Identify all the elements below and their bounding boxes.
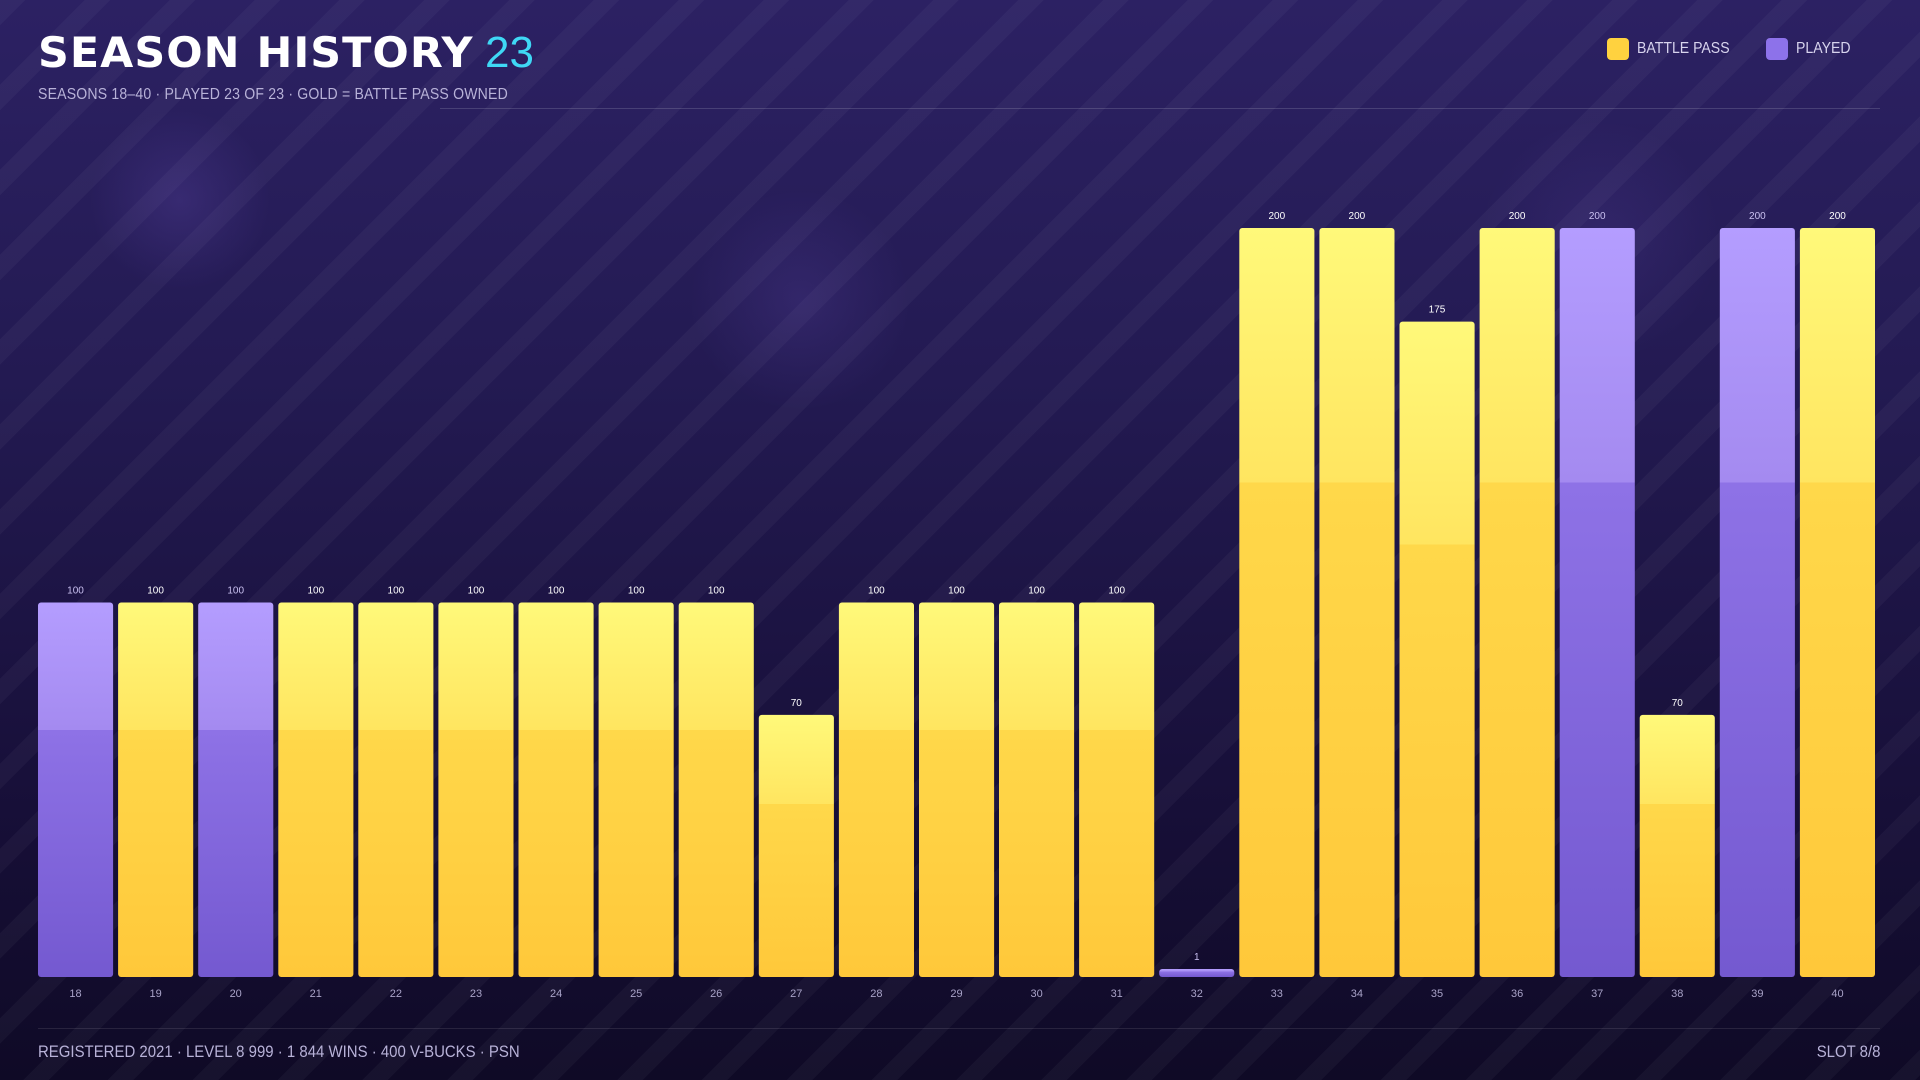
battle-pass-swatch [1606, 38, 1629, 60]
value-label-season-24: 100 [548, 586, 565, 597]
value-label-season-34: 200 [1349, 211, 1366, 222]
bar-season-40 [1799, 228, 1875, 977]
value-label-season-32: 1 [1194, 952, 1200, 963]
bar-season-33 [1239, 228, 1315, 977]
legend-label-battle-pass: BATTLE PASS [1636, 40, 1730, 57]
bar-season-25 [598, 602, 674, 977]
value-label-season-25: 100 [628, 586, 645, 597]
value-label-season-18: 100 [67, 586, 84, 597]
x-tick-season-21: 21 [310, 988, 322, 1000]
x-tick-season-27: 27 [790, 988, 802, 1000]
legend-item-played: PLAYED [1766, 38, 1858, 60]
header-divider [440, 108, 1880, 109]
bar-season-22 [358, 602, 434, 977]
chart-header: SEASON HISTORY 23 SEASONS 18–40 · PLAYED… [38, 28, 1882, 112]
x-tick-season-18: 18 [69, 988, 81, 1000]
bars-group [38, 228, 1875, 978]
value-label-season-33: 200 [1268, 211, 1285, 222]
x-tick-season-29: 29 [950, 988, 962, 1000]
bar-season-18 [38, 602, 114, 977]
bar-season-21 [278, 602, 354, 977]
bar-season-19 [118, 602, 194, 977]
x-tick-season-36: 36 [1511, 988, 1523, 1000]
legend-label-played: PLAYED [1796, 40, 1851, 57]
bar-season-38 [1639, 714, 1715, 977]
value-label-season-37: 200 [1589, 211, 1606, 222]
bar-season-35 [1399, 321, 1475, 978]
x-tick-season-37: 37 [1591, 988, 1603, 1000]
x-tick-season-19: 19 [149, 988, 161, 1000]
title-row: SEASON HISTORY 23 [38, 28, 1882, 78]
value-label-season-23: 100 [468, 586, 485, 597]
x-tick-labels-group: 18 19 20 21 22 23 24 25 26 27 28 29 30 31 32 33 34 35 36 37… [69, 988, 1843, 1000]
slot-indicator: SLOT 8/8 [1816, 1042, 1880, 1061]
x-tick-season-35: 35 [1431, 988, 1443, 1000]
x-tick-season-20: 20 [230, 988, 242, 1000]
page-subtitle: SEASONS 18–40 · PLAYED 23 OF 23 · GOLD =… [38, 86, 508, 103]
bar-season-23 [438, 602, 514, 977]
x-tick-season-32: 32 [1191, 988, 1203, 1000]
x-tick-season-22: 22 [390, 988, 402, 1000]
footer-divider [38, 1028, 1880, 1029]
value-label-season-39: 200 [1749, 211, 1766, 222]
value-label-season-30: 100 [1028, 586, 1045, 597]
bar-season-24 [518, 602, 594, 977]
footer-stats: REGISTERED 2021 · LEVEL 8 999 · 1 844 WI… [38, 1042, 520, 1061]
value-label-season-21: 100 [307, 586, 324, 597]
value-labels-group: 100 100 100 100 100 100 100 100 100 70 100 100 100 10… [67, 211, 1846, 963]
bar-season-29 [919, 602, 995, 977]
legend-item-battle-pass: BATTLE PASS [1606, 38, 1742, 60]
x-tick-season-25: 25 [630, 988, 642, 1000]
value-label-season-26: 100 [708, 586, 725, 597]
value-label-season-27: 70 [791, 698, 803, 709]
x-tick-season-23: 23 [470, 988, 482, 1000]
played-swatch [1766, 38, 1789, 60]
value-label-season-31: 100 [1108, 586, 1125, 597]
bar-season-34 [1319, 228, 1395, 977]
value-label-season-36: 200 [1509, 211, 1526, 222]
x-tick-season-39: 39 [1751, 988, 1763, 1000]
x-tick-season-31: 31 [1111, 988, 1123, 1000]
value-label-season-22: 100 [388, 586, 405, 597]
page-title: SEASON HISTORY [38, 28, 474, 77]
value-label-season-40: 200 [1829, 211, 1846, 222]
bar-season-30 [999, 602, 1075, 977]
value-label-season-29: 100 [948, 586, 965, 597]
x-tick-season-24: 24 [550, 988, 562, 1000]
x-tick-season-28: 28 [870, 988, 882, 1000]
x-tick-season-26: 26 [710, 988, 722, 1000]
bar-season-31 [1079, 602, 1155, 977]
x-tick-season-33: 33 [1271, 988, 1283, 1000]
footer: REGISTERED 2021 · LEVEL 8 999 · 1 844 WI… [38, 1042, 1880, 1062]
x-tick-season-30: 30 [1030, 988, 1042, 1000]
chart-legend: BATTLE PASS PLAYED [1606, 38, 1858, 60]
bar-season-27 [758, 714, 834, 977]
bar-season-39 [1719, 228, 1795, 977]
bar-season-28 [838, 602, 914, 977]
value-label-season-20: 100 [227, 586, 244, 597]
value-label-season-19: 100 [147, 586, 164, 597]
value-label-season-35: 175 [1429, 305, 1446, 316]
bar-season-26 [678, 602, 754, 977]
season-count: 23 [485, 28, 534, 77]
value-label-season-28: 100 [868, 586, 885, 597]
bar-season-32 [1159, 969, 1235, 977]
x-tick-season-34: 34 [1351, 988, 1363, 1000]
value-label-season-38: 70 [1672, 698, 1684, 709]
bar-season-20 [198, 602, 274, 977]
bar-season-37 [1559, 228, 1635, 977]
x-tick-season-38: 38 [1671, 988, 1683, 1000]
x-tick-season-40: 40 [1831, 988, 1843, 1000]
bar-season-36 [1479, 228, 1555, 977]
